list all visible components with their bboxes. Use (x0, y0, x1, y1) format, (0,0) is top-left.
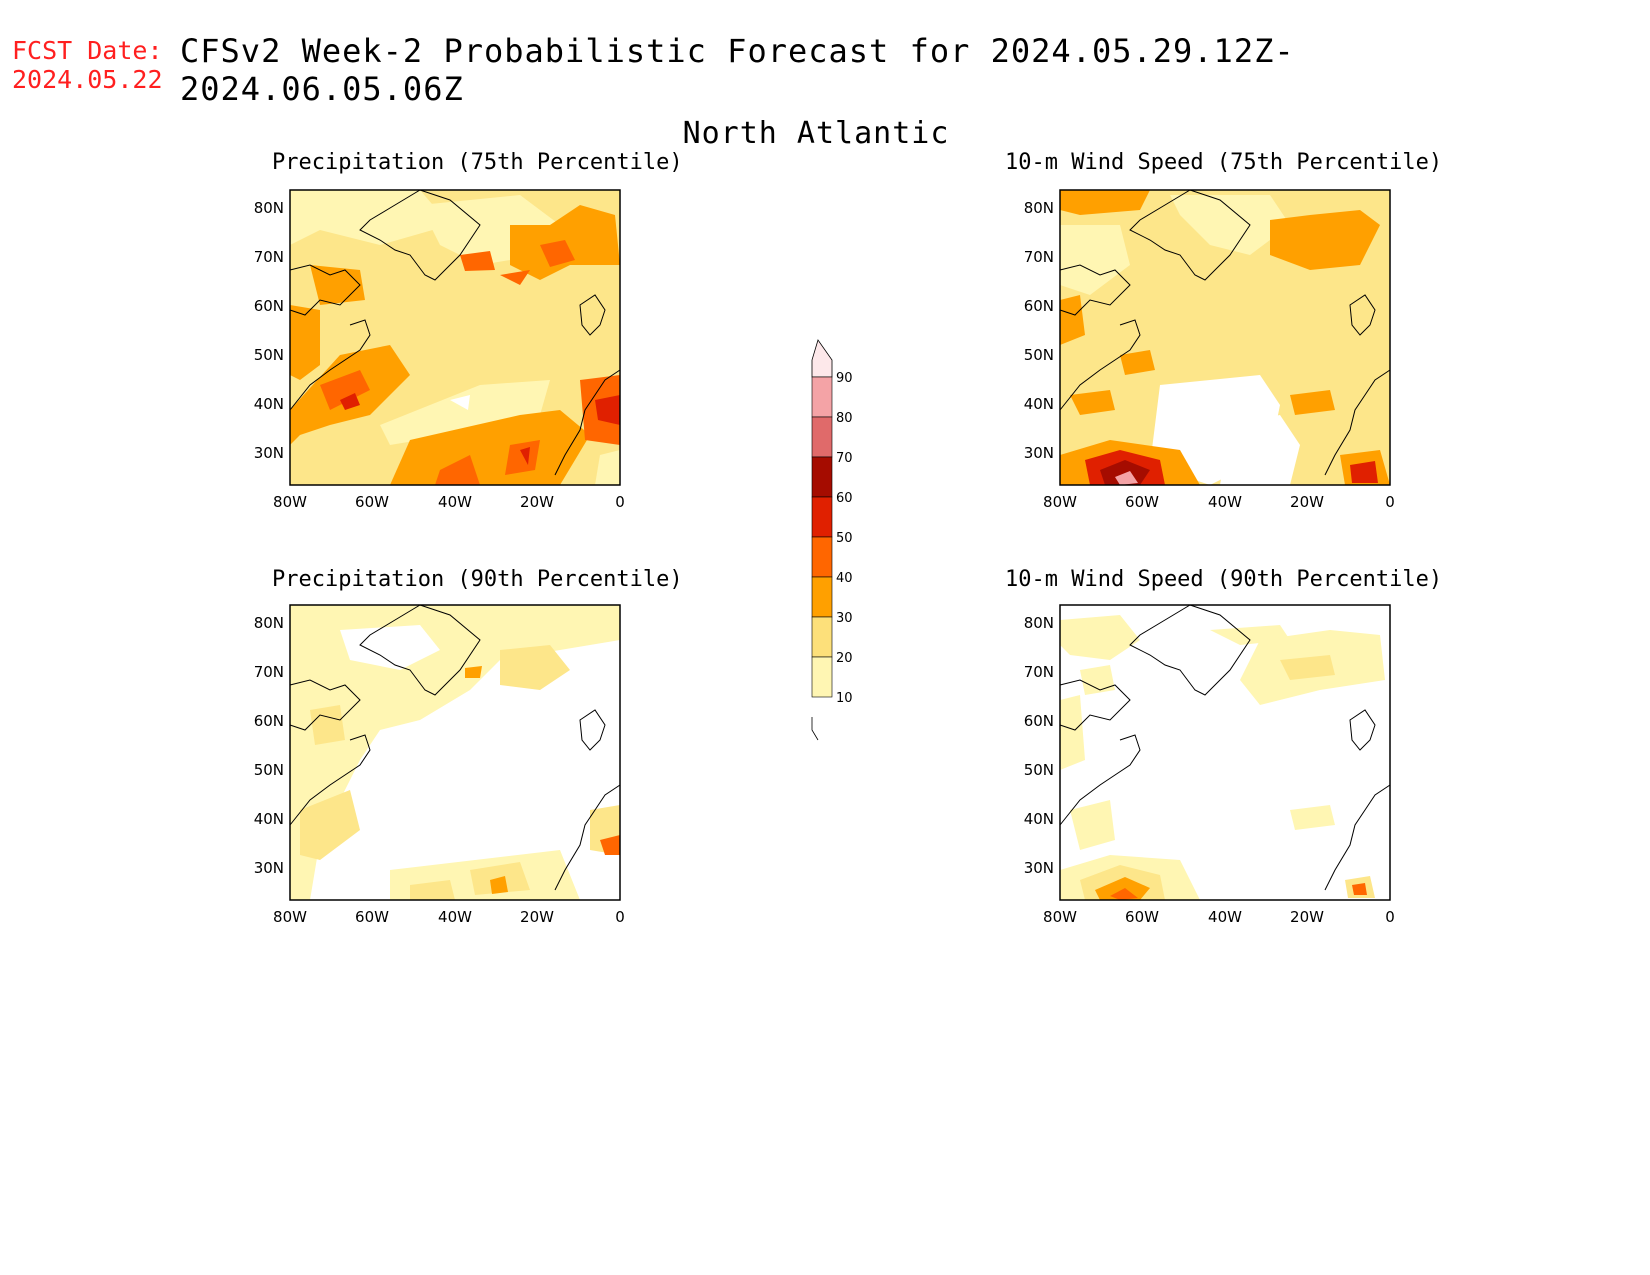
lat-tick-label: 40N (254, 395, 284, 413)
colorbar-label: 30 (836, 611, 853, 626)
lon-ticks: 80W 60W 40W 20W 0 (273, 493, 625, 511)
lon-ticks: 80W 60W 40W 20W 0 (1043, 908, 1395, 926)
lon-tick-label: 40W (438, 908, 472, 926)
colorbar-label: 40 (836, 571, 853, 586)
lon-tick-label: 60W (1125, 493, 1159, 511)
lon-tick-label: 80W (1043, 493, 1077, 511)
lat-tick-label: 50N (1024, 761, 1054, 779)
lon-tick-label: 40W (438, 493, 472, 511)
lat-tick-label: 40N (1024, 810, 1054, 828)
lat-tick-label: 70N (254, 248, 284, 266)
map-panel-precip-90: 80N 70N 60N 50N 40N 30N 80W 60W 40W 20W … (254, 604, 625, 926)
colorbar-swatch (811, 456, 833, 498)
colorbar-swatch (811, 576, 833, 618)
lon-tick-label: 60W (355, 908, 389, 926)
lat-tick-label: 70N (1024, 663, 1054, 681)
panel-title-precip-90: Precipitation (90th Percentile) (272, 567, 683, 592)
lon-tick-label: 60W (1125, 908, 1159, 926)
lat-tick-label: 60N (1024, 712, 1054, 730)
colorbar-label: 90 (836, 371, 853, 386)
colorbar-swatch (811, 616, 833, 658)
lat-tick-label: 40N (1024, 395, 1054, 413)
panel-title-wind-90: 10-m Wind Speed (90th Percentile) (1005, 567, 1443, 592)
lat-tick-label: 40N (254, 810, 284, 828)
colorbar-swatch (811, 416, 833, 458)
panel-title-precip-75: Precipitation (75th Percentile) (272, 150, 683, 175)
lat-tick-label: 50N (1024, 346, 1054, 364)
map-panel-wind-75: 80N 70N 60N 50N 40N 30N 80W 60W 40W 20W … (1024, 189, 1395, 511)
lat-tick-label: 30N (254, 444, 284, 462)
lon-tick-label: 40W (1208, 493, 1242, 511)
lon-tick-label: 0 (1385, 908, 1395, 926)
colorbar-label: 10 (836, 691, 853, 706)
colorbar-swatch (811, 376, 833, 418)
colorbar-label: 70 (836, 451, 853, 466)
figure-title-block: CFSv2 Week-2 Probabilistic Forecast for … (180, 32, 1480, 151)
lon-tick-label: 0 (615, 908, 625, 926)
lat-tick-label: 50N (254, 761, 284, 779)
lat-tick-label: 80N (254, 199, 284, 217)
colorbar-swatch (811, 496, 833, 538)
lat-tick-label: 60N (1024, 297, 1054, 315)
lat-tick-label: 30N (254, 859, 284, 877)
forecast-date-label: FCST Date: (12, 36, 163, 65)
figure-subtitle: North Atlantic (682, 116, 950, 151)
colorbar-label: 80 (836, 411, 853, 426)
lat-tick-label: 30N (1024, 444, 1054, 462)
colorbar-label: 60 (836, 491, 853, 506)
lat-tick-label: 60N (254, 297, 284, 315)
colorbar-swatch (811, 536, 833, 578)
lat-ticks: 80N 70N 60N 50N 40N 30N (254, 614, 284, 877)
lat-tick-label: 80N (1024, 614, 1054, 632)
lat-ticks: 80N 70N 60N 50N 40N 30N (1024, 199, 1054, 462)
colorbar-label: 20 (836, 651, 853, 666)
lat-tick-label: 70N (254, 663, 284, 681)
colorbar-swatch (811, 656, 833, 698)
lat-tick-label: 50N (254, 346, 284, 364)
lon-tick-label: 20W (1290, 493, 1324, 511)
map-panel-wind-90: 80N 70N 60N 50N 40N 30N 80W 60W 40W 20W … (1024, 604, 1395, 926)
lon-tick-label: 20W (1290, 908, 1324, 926)
lat-ticks: 80N 70N 60N 50N 40N 30N (1024, 614, 1054, 877)
lat-tick-label: 60N (254, 712, 284, 730)
forecast-date-block: FCST Date: 2024.05.22 (12, 36, 163, 94)
lon-tick-label: 40W (1208, 908, 1242, 926)
lon-tick-label: 60W (355, 493, 389, 511)
lon-tick-label: 80W (273, 493, 307, 511)
colorbar: 90 80 70 60 50 40 30 20 10 (811, 339, 853, 741)
lat-tick-label: 30N (1024, 859, 1054, 877)
panel-title-wind-75: 10-m Wind Speed (75th Percentile) (1005, 150, 1443, 175)
lon-ticks: 80W 60W 40W 20W 0 (273, 908, 625, 926)
lon-tick-label: 80W (273, 908, 307, 926)
lat-tick-label: 80N (254, 614, 284, 632)
lat-tick-label: 70N (1024, 248, 1054, 266)
lon-tick-label: 20W (520, 908, 554, 926)
colorbar-label: 50 (836, 531, 853, 546)
forecast-date-value: 2024.05.22 (12, 65, 163, 94)
figure-title: CFSv2 Week-2 Probabilistic Forecast for … (180, 32, 1295, 108)
lat-tick-label: 80N (1024, 199, 1054, 217)
lon-ticks: 80W 60W 40W 20W 0 (1043, 493, 1395, 511)
lat-ticks: 80N 70N 60N 50N 40N 30N (254, 199, 284, 462)
map-panel-precip-75: 80N 70N 60N 50N 40N 30N 80W 60W 40W 20W … (254, 189, 625, 511)
lon-tick-label: 0 (1385, 493, 1395, 511)
lon-tick-label: 80W (1043, 908, 1077, 926)
lon-tick-label: 0 (615, 493, 625, 511)
lon-tick-label: 20W (520, 493, 554, 511)
